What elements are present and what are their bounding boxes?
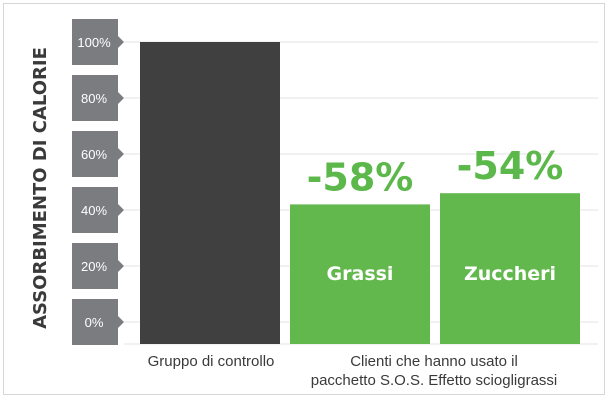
tick-label: 40% xyxy=(81,203,107,218)
tick-box: 20% xyxy=(72,243,124,289)
y-axis-ticks: 100% 80% 60% 40% 20% 0% xyxy=(72,19,124,345)
category-label: pacchetto S.O.S. Effetto sciogligrassi xyxy=(311,372,558,389)
bar: Grassi -58% xyxy=(290,155,430,344)
tick-box: 80% xyxy=(72,75,124,121)
tick-box: 40% xyxy=(72,187,124,233)
category-labels: Gruppo di controllo Clienti che hanno usa… xyxy=(148,353,558,389)
bar-label: Grassi xyxy=(327,263,394,285)
tick-box-shape xyxy=(72,131,124,177)
tick-label: 100% xyxy=(77,35,111,50)
tick-label: 20% xyxy=(81,259,107,274)
bar-rect xyxy=(290,204,430,344)
tick-box-shape xyxy=(72,187,124,233)
tick-label: 60% xyxy=(81,147,107,162)
tick-box-shape xyxy=(72,243,124,289)
bars: Grassi -58% Zuccheri -54% xyxy=(140,42,580,344)
tick-label: 0% xyxy=(85,315,104,330)
tick-box: 100% xyxy=(72,19,124,65)
change-label: -54% xyxy=(457,144,564,188)
bar: Zuccheri -54% xyxy=(440,144,580,344)
tick-box: 0% xyxy=(72,299,124,345)
bar xyxy=(140,42,280,344)
tick-box: 60% xyxy=(72,131,124,177)
tick-label: 80% xyxy=(81,91,107,106)
category-label: Gruppo di controllo xyxy=(148,353,275,370)
tick-box-shape xyxy=(72,19,124,65)
tick-box-shape xyxy=(72,75,124,121)
tick-box-shape xyxy=(72,299,124,345)
y-axis-label: ASSORBIMENTO DI CALORIE xyxy=(30,47,51,329)
change-label: -58% xyxy=(307,155,414,199)
bar-label: Zuccheri xyxy=(464,263,556,285)
bar-rect xyxy=(140,42,280,344)
bar-rect xyxy=(440,193,580,344)
category-label: Clienti che hanno usato il xyxy=(350,353,518,370)
